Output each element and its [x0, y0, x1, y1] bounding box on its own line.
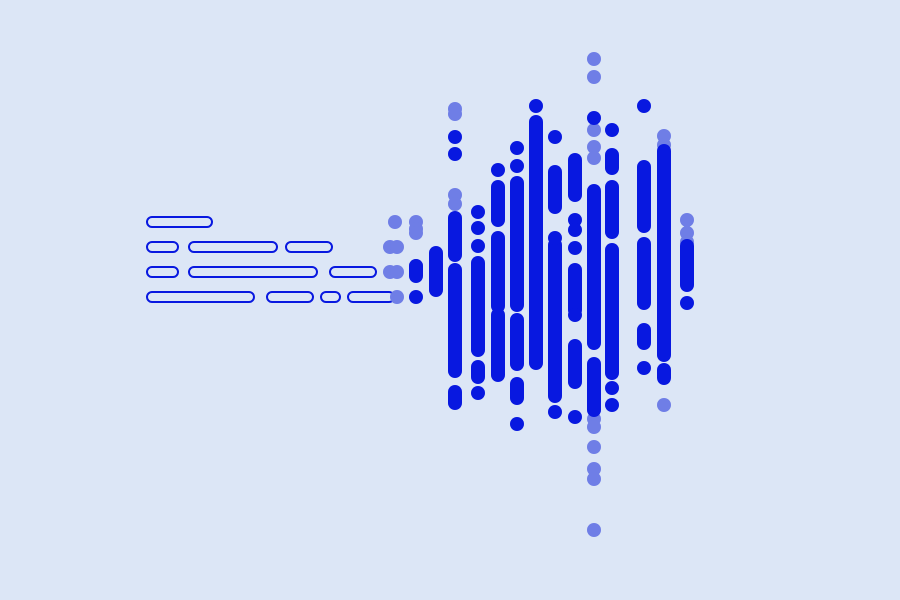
waveform-faded-dot: [680, 213, 694, 227]
text-lines-outline-icon: [146, 216, 395, 303]
waveform-bar: [471, 360, 485, 384]
waveform-bar: [529, 115, 543, 370]
waveform-dot: [637, 361, 651, 375]
text-line-pill: [146, 216, 213, 228]
waveform-faded-dot: [587, 420, 601, 434]
waveform-bar: [510, 176, 524, 312]
waveform-dot: [510, 141, 524, 155]
waveform-faded-dot: [587, 52, 601, 66]
waveform-bar: [548, 165, 562, 214]
waveform-bar: [568, 339, 582, 389]
text-line-pill: [329, 266, 377, 278]
waveform-dot: [568, 410, 582, 424]
waveform-faded-dot: [587, 123, 601, 137]
waveform-bar: [491, 180, 505, 227]
waveform-dot: [471, 386, 485, 400]
text-line-pill: [285, 241, 333, 253]
waveform-bar: [568, 263, 582, 317]
waveform-dot: [548, 405, 562, 419]
waveform-faded-dot: [587, 472, 601, 486]
waveform-icon: [409, 52, 694, 537]
waveform-bar: [680, 239, 694, 292]
waveform-dot: [605, 398, 619, 412]
transition-dots: [383, 215, 404, 304]
waveform-dot: [548, 231, 562, 245]
text-line-pill: [188, 241, 278, 253]
waveform-bar: [637, 237, 651, 310]
text-line-pill: [146, 266, 179, 278]
waveform-bar: [605, 243, 619, 380]
waveform-bar: [605, 180, 619, 239]
waveform-dot: [510, 417, 524, 431]
waveform-dot: [587, 111, 601, 125]
waveform-dot: [568, 223, 582, 237]
text-line-pill: [347, 291, 395, 303]
waveform-dot: [471, 205, 485, 219]
text-line-pill: [266, 291, 314, 303]
faded-dot: [390, 290, 404, 304]
waveform-dot: [605, 123, 619, 137]
waveform-bar: [448, 263, 462, 378]
waveform-bar: [491, 308, 505, 382]
waveform-dot: [637, 99, 651, 113]
waveform-dot: [448, 130, 462, 144]
text-line-pill: [320, 291, 341, 303]
waveform-bar: [448, 385, 462, 410]
waveform-faded-dot: [409, 226, 423, 240]
waveform-faded-dot: [587, 151, 601, 165]
waveform-dot: [491, 163, 505, 177]
waveform-bar: [637, 323, 651, 350]
waveform-bar: [409, 259, 423, 283]
waveform-faded-dot: [448, 107, 462, 121]
waveform-bar: [657, 363, 671, 385]
waveform-faded-dot: [587, 523, 601, 537]
text-line-pill: [146, 291, 255, 303]
waveform-bar: [448, 211, 462, 262]
waveform-bar: [510, 377, 524, 405]
waveform-faded-dot: [448, 197, 462, 211]
waveform-dot: [548, 130, 562, 144]
waveform-dot: [680, 296, 694, 310]
waveform-dot: [409, 290, 423, 304]
waveform-dot: [510, 159, 524, 173]
waveform-faded-dot: [587, 70, 601, 84]
waveform-faded-dot: [587, 462, 601, 476]
waveform-bar: [587, 357, 601, 417]
waveform-dot: [568, 308, 582, 322]
waveform-dot: [529, 99, 543, 113]
faded-dot: [388, 215, 402, 229]
text-line-pill: [188, 266, 318, 278]
waveform-bar: [491, 231, 505, 313]
waveform-bar: [637, 160, 651, 233]
waveform-bar: [568, 153, 582, 202]
waveform-bar: [657, 144, 671, 362]
waveform-bar: [471, 256, 485, 357]
waveform-faded-dot: [587, 440, 601, 454]
waveform-bar: [605, 148, 619, 175]
waveform-dot: [605, 381, 619, 395]
waveform-dot: [568, 241, 582, 255]
waveform-bar: [587, 184, 601, 350]
waveform-bar: [510, 313, 524, 371]
faded-dot: [390, 265, 404, 279]
waveform-dot: [568, 213, 582, 227]
waveform-faded-dot: [587, 140, 601, 154]
text-line-pill: [146, 241, 179, 253]
waveform-dot: [471, 239, 485, 253]
waveform-bar: [429, 246, 443, 297]
waveform-dot: [448, 147, 462, 161]
waveform-dot: [471, 221, 485, 235]
faded-dot: [390, 240, 404, 254]
waveform-bar: [548, 238, 562, 403]
waveform-faded-dot: [657, 398, 671, 412]
